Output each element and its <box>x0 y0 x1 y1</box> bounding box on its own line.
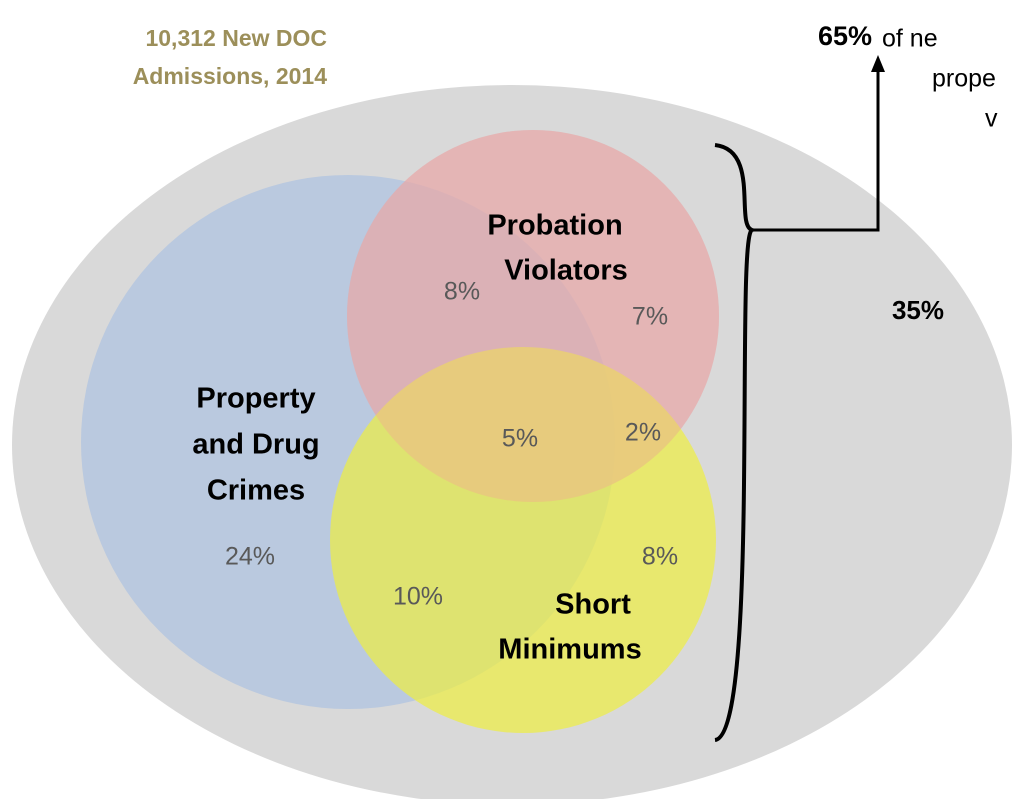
short-circle <box>330 347 716 733</box>
arrow <box>752 70 880 232</box>
annotation-highlight: 65% <box>818 21 872 51</box>
probation-overlay <box>347 130 719 502</box>
region-value: 8% <box>444 278 480 306</box>
region-value: 7% <box>632 303 668 331</box>
region-value: 5% <box>502 425 538 453</box>
title-line: 10,312 New DOC <box>145 25 327 51</box>
set-label: Probation <box>487 210 622 242</box>
annotation-line: of ne <box>882 25 938 53</box>
region-value: 35% <box>892 295 944 325</box>
region-value: 2% <box>625 419 661 447</box>
set-label: and Drug <box>192 429 319 461</box>
annotation-line: prope <box>932 65 996 93</box>
set-label: Crimes <box>207 475 305 507</box>
set-label: Short <box>555 589 631 621</box>
annotation-line: v <box>985 105 998 133</box>
set-label: Minimums <box>498 634 641 666</box>
arrowhead <box>871 55 885 72</box>
set-label: Property <box>196 383 315 415</box>
region-value: 8% <box>642 543 678 571</box>
region-value: 24% <box>225 543 275 571</box>
set-label: Violators <box>504 255 628 287</box>
title-line: Admissions, 2014 <box>133 63 328 89</box>
region-value: 10% <box>393 583 443 611</box>
brace <box>714 143 759 742</box>
